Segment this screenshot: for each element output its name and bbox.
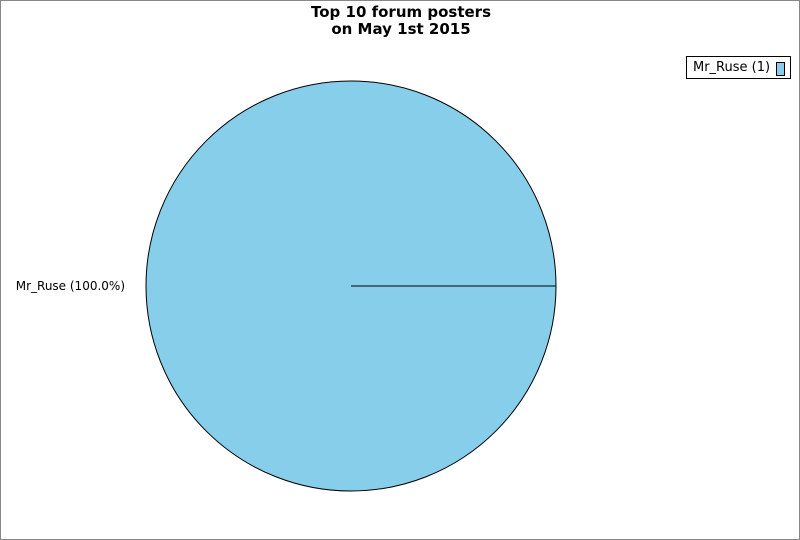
legend-label: Mr_Ruse (1) [693,60,771,75]
legend: Mr_Ruse (1) [686,56,791,79]
chart-title-line1: Top 10 forum posters [311,3,491,21]
slice-label: Mr_Ruse (100.0%) [16,279,125,293]
chart-title-line2: on May 1st 2015 [331,20,471,38]
legend-swatch [776,62,785,76]
chart-title: Top 10 forum posters on May 1st 2015 [1,3,799,38]
